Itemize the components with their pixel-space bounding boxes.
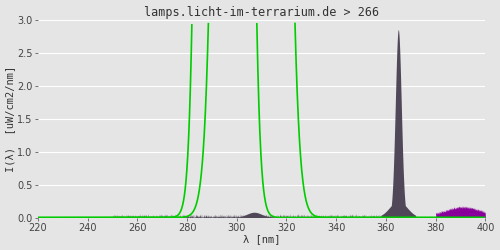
X-axis label: λ [nm]: λ [nm] bbox=[243, 234, 281, 244]
Y-axis label: I(λ)  [uW/cm2/nm]: I(λ) [uW/cm2/nm] bbox=[6, 66, 16, 172]
Title: lamps.licht-im-terrarium.de > 266: lamps.licht-im-terrarium.de > 266 bbox=[144, 6, 379, 18]
